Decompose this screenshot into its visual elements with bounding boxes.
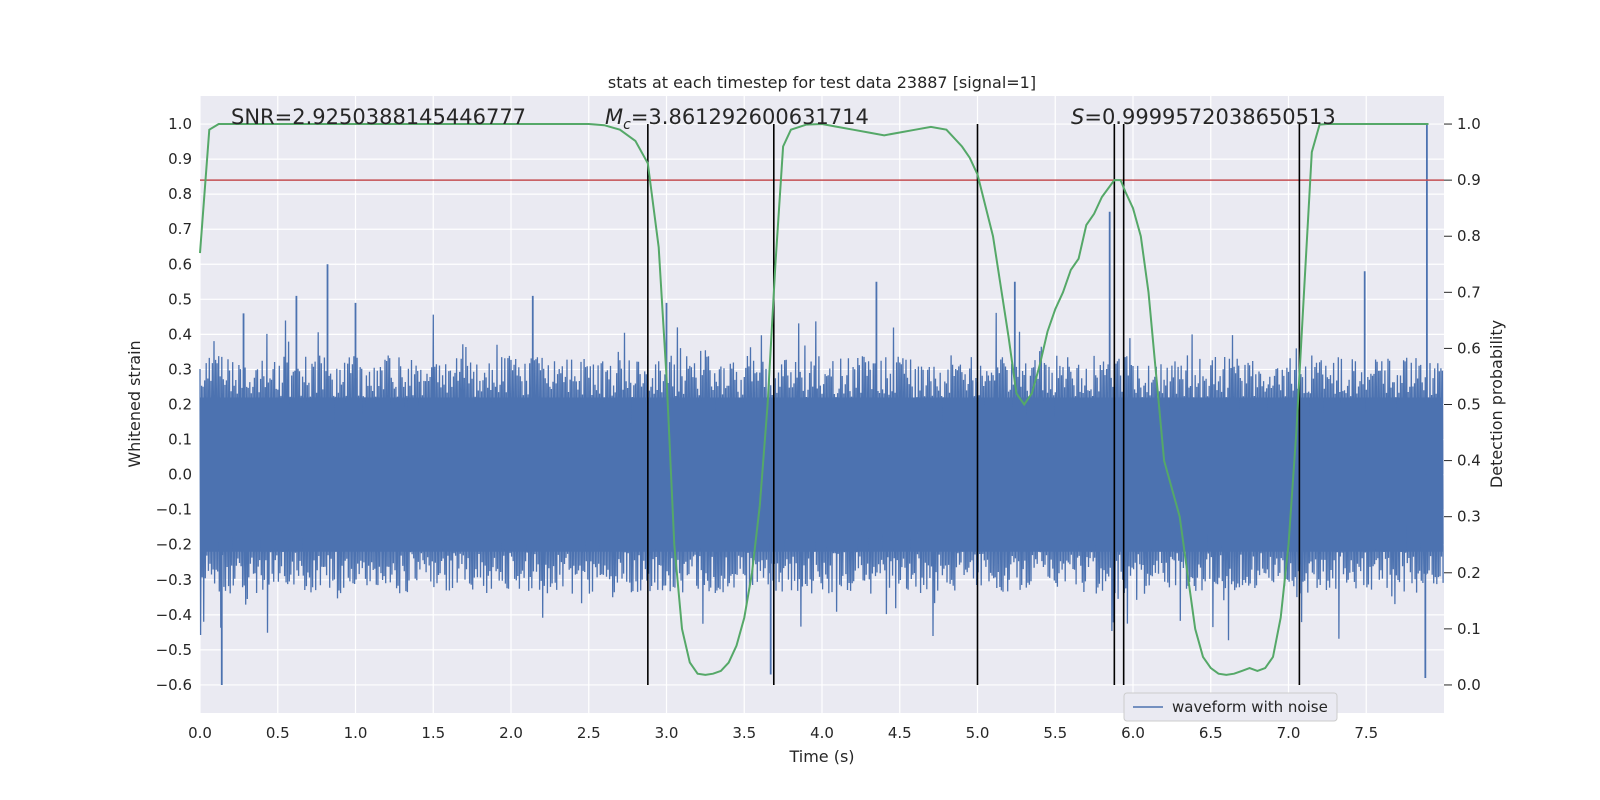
y-tick-label: 0.4 bbox=[168, 325, 192, 343]
waveform-series bbox=[199, 124, 1444, 685]
x-tick-labels: 0.0 0.5 1.0 1.5 2.0 2.5 3.0 3.5 4.0 4.5 5.0 5.5 6.0 6… bbox=[188, 724, 1378, 742]
x-tick-label: 5.0 bbox=[966, 724, 990, 742]
x-tick-label: 1.5 bbox=[421, 724, 445, 742]
y2-tick-label: 0.3 bbox=[1457, 508, 1481, 526]
waveform-line bbox=[199, 312, 1444, 641]
y2-axis-label: Detection probability bbox=[1487, 320, 1506, 488]
y2-tick-labels: 0.0 0.1 0.2 0.3 0.4 0.5 0.6 0.7 0.8 0.9 1.0 bbox=[1444, 115, 1481, 694]
y-tick-label: 0.1 bbox=[168, 431, 192, 449]
x-tick-label: 2.0 bbox=[499, 724, 523, 742]
snr-value: =2.9250388145446777 bbox=[275, 105, 526, 129]
x-tick-label: 3.0 bbox=[655, 724, 679, 742]
legend: waveform with noise bbox=[1123, 692, 1338, 722]
x-tick-label: 1.0 bbox=[344, 724, 368, 742]
x-tick-label: 7.5 bbox=[1354, 724, 1378, 742]
y-tick-label: 0.3 bbox=[168, 360, 192, 378]
event-lines bbox=[647, 124, 1301, 685]
y2-tick-label: 0.8 bbox=[1457, 227, 1481, 245]
snr-annotation: SNR=2.9250388145446777 bbox=[231, 105, 526, 129]
x-axis-label: Time (s) bbox=[788, 747, 854, 766]
y2-tick-label: 0.5 bbox=[1457, 396, 1481, 414]
y-tick-label: −0.4 bbox=[156, 606, 192, 624]
legend-label: waveform with noise bbox=[1172, 698, 1328, 716]
x-tick-label: 6.0 bbox=[1121, 724, 1145, 742]
x-tick-label: 4.0 bbox=[810, 724, 834, 742]
y-tick-label: −0.5 bbox=[156, 641, 192, 659]
y-tick-label: −0.2 bbox=[156, 536, 192, 554]
chart-title: stats at each timestep for test data 238… bbox=[608, 73, 1036, 92]
chirp-mass-annotation: Mc=3.861292600631714 bbox=[605, 105, 869, 133]
y2-tick-label: 0.9 bbox=[1457, 171, 1481, 189]
y-tick-label: −0.3 bbox=[156, 571, 192, 589]
x-tick-label: 3.5 bbox=[732, 724, 756, 742]
s-annotation: S=0.9999572038650513 bbox=[1071, 105, 1336, 129]
s-symbol: S bbox=[1071, 105, 1084, 129]
y-tick-label: 0.7 bbox=[168, 220, 192, 238]
y2-tick-label: 0.4 bbox=[1457, 452, 1481, 470]
y2-tick-label: 0.2 bbox=[1457, 564, 1481, 582]
y2-tick-label: 0.1 bbox=[1457, 620, 1481, 638]
x-tick-label: 6.5 bbox=[1199, 724, 1223, 742]
y2-tick-label: 0.7 bbox=[1457, 283, 1481, 301]
x-tick-label: 5.5 bbox=[1043, 724, 1067, 742]
y-tick-label: −0.6 bbox=[156, 676, 192, 694]
x-tick-label: 4.5 bbox=[888, 724, 912, 742]
y-tick-label: 0.6 bbox=[168, 255, 192, 273]
y-tick-label: 0.0 bbox=[168, 466, 192, 484]
x-tick-label: 0.5 bbox=[266, 724, 290, 742]
y-tick-labels: −0.6 −0.5 −0.4 −0.3 −0.2 −0.1 0.0 0.1 0.2 0.3 0.4 0… bbox=[156, 115, 192, 694]
y-tick-label: 0.5 bbox=[168, 290, 192, 308]
probability-series-layer bbox=[199, 122, 1429, 676]
legend-box bbox=[1123, 692, 1338, 722]
y-tick-label: 0.8 bbox=[168, 185, 192, 203]
mc-symbol: M bbox=[605, 105, 623, 129]
mc-subscript: c bbox=[623, 117, 631, 133]
probability-line bbox=[199, 122, 1429, 676]
y-axis-label: Whitened strain bbox=[125, 340, 144, 467]
y-tick-label: −0.1 bbox=[156, 501, 192, 519]
x-tick-label: 7.0 bbox=[1277, 724, 1301, 742]
y-tick-label: 1.0 bbox=[168, 115, 192, 133]
mc-value: =3.861292600631714 bbox=[631, 105, 869, 129]
x-tick-label: 0.0 bbox=[188, 724, 212, 742]
y-tick-label: 0.9 bbox=[168, 150, 192, 168]
y2-tick-label: 0.6 bbox=[1457, 339, 1481, 357]
y2-tick-label: 1.0 bbox=[1457, 115, 1481, 133]
s-value: =0.9999572038650513 bbox=[1084, 105, 1335, 129]
x-tick-label: 2.5 bbox=[577, 724, 601, 742]
snr-prefix: SNR bbox=[231, 105, 275, 129]
y2-tick-label: 0.0 bbox=[1457, 676, 1481, 694]
y-tick-label: 0.2 bbox=[168, 396, 192, 414]
